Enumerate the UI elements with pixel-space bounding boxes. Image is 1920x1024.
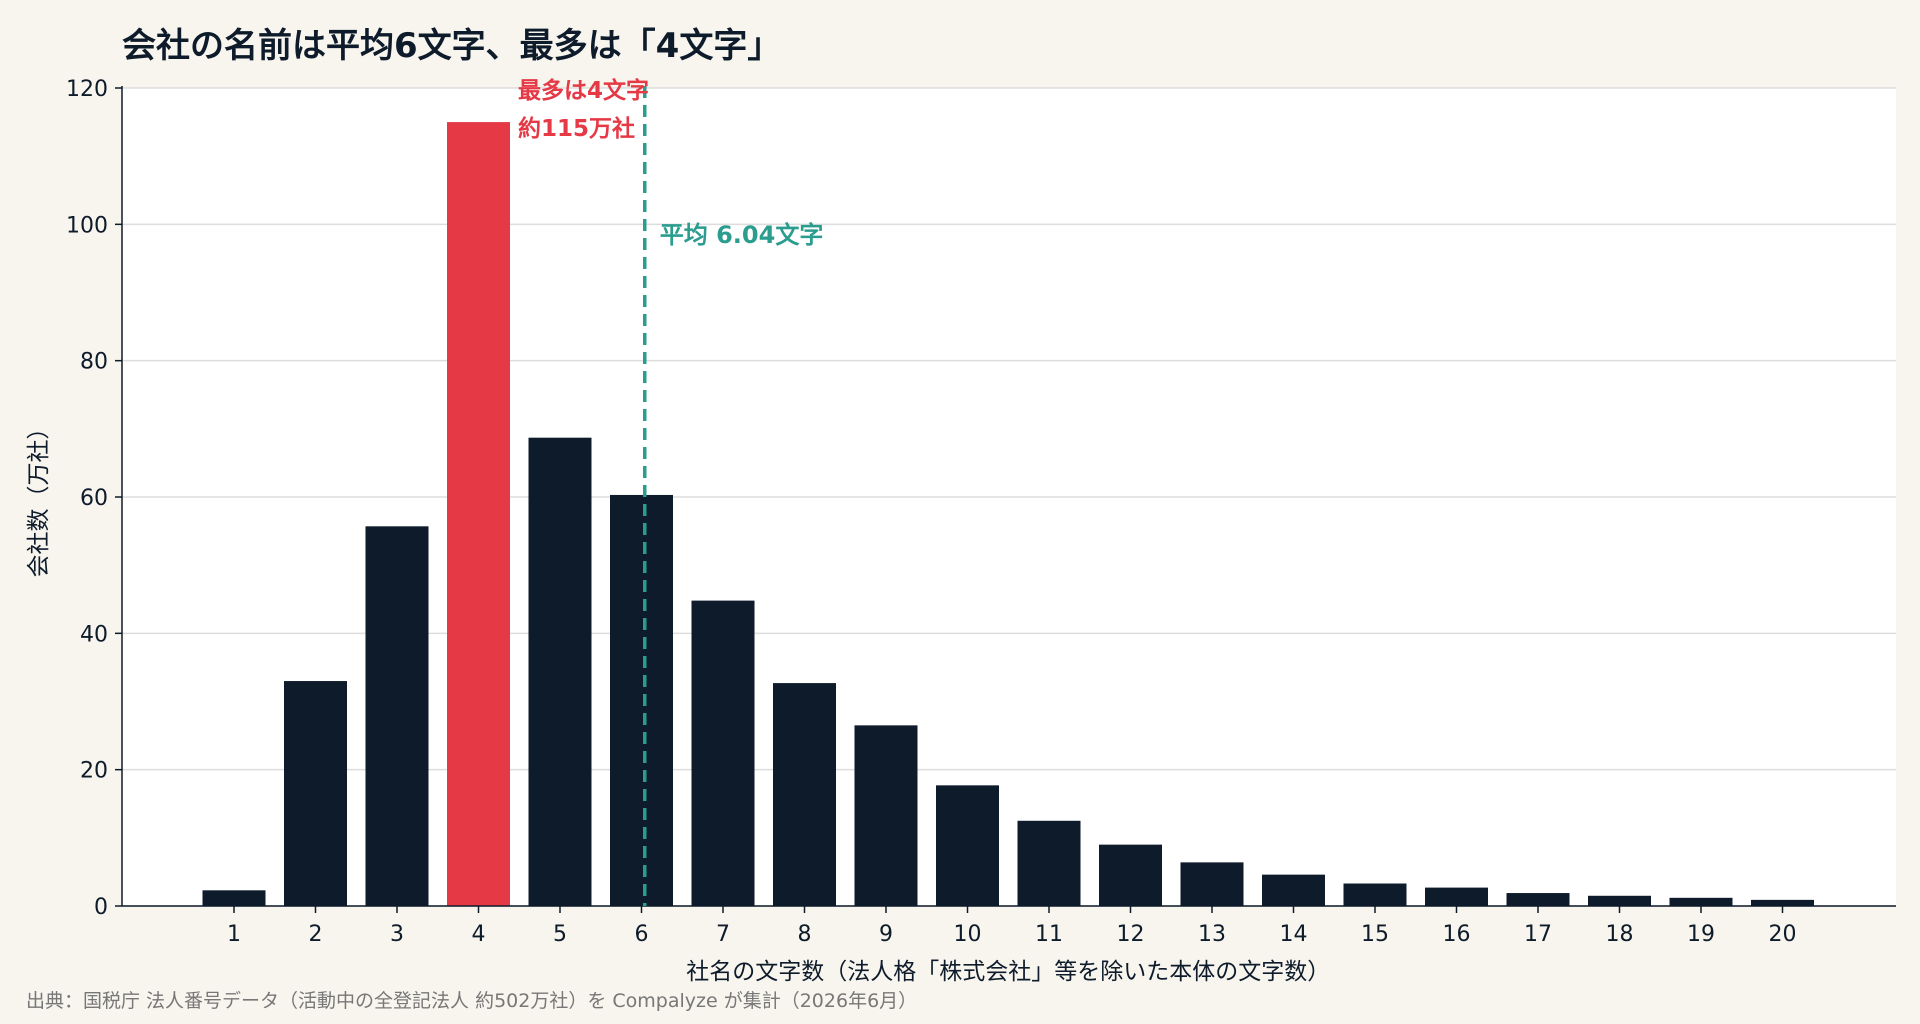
y-tick-label: 80	[80, 350, 108, 375]
x-tick-label: 2	[309, 922, 323, 947]
x-tick-label: 14	[1280, 922, 1308, 947]
mean-label: 平均 6.04文字	[660, 221, 824, 249]
bar	[936, 785, 999, 906]
bar	[610, 494, 673, 906]
bar	[1506, 893, 1570, 906]
x-tick-label: 1	[227, 922, 241, 947]
bar	[691, 600, 755, 906]
bar	[1751, 899, 1814, 906]
x-tick-label: 20	[1769, 922, 1797, 947]
x-tick-label: 6	[635, 922, 649, 947]
bar	[528, 437, 592, 906]
x-tick-label: 15	[1361, 922, 1389, 947]
bar	[773, 683, 836, 906]
x-tick-label: 16	[1443, 922, 1471, 947]
y-tick-labels: 0 20 40 60 80 100 120	[66, 77, 122, 920]
y-tick-label: 60	[80, 486, 108, 511]
x-axis-title: 社名の文字数（法人格「株式会社」等を除いた本体の文字数）	[686, 959, 1330, 985]
bar	[1425, 887, 1488, 906]
y-axis-title: 会社数（万社）	[26, 417, 52, 578]
bar	[1099, 844, 1162, 906]
x-tick-label: 11	[1035, 922, 1063, 947]
source-note: 出典：国税庁 法人番号データ（活動中の全登記法人 約502万社）を Compal…	[26, 990, 918, 1012]
x-tick-label: 4	[472, 922, 486, 947]
x-tick-label: 13	[1198, 922, 1226, 947]
y-tick-label: 0	[94, 895, 108, 920]
bar	[1588, 895, 1651, 906]
x-tick-labels: 1 2 3 4 5 6 7 8 9 10 11 12 13 14 15 16 17 18 19 20	[227, 906, 1797, 947]
bar-highlight	[447, 122, 510, 907]
y-tick-label: 40	[80, 622, 108, 647]
bar	[1017, 820, 1081, 906]
y-tick-label: 20	[80, 759, 108, 784]
bar	[1180, 862, 1244, 906]
y-tick-label: 100	[66, 213, 108, 238]
y-tick-label: 120	[66, 77, 108, 102]
bar	[854, 725, 918, 906]
x-tick-label: 12	[1117, 922, 1145, 947]
x-tick-label: 18	[1606, 922, 1634, 947]
x-tick-label: 3	[390, 922, 404, 947]
x-tick-label: 17	[1524, 922, 1552, 947]
x-tick-label: 5	[553, 922, 567, 947]
x-tick-label: 19	[1687, 922, 1715, 947]
bar	[284, 681, 347, 906]
bars	[202, 122, 1814, 907]
peak-label-line2: 約115万社	[518, 115, 635, 142]
x-tick-label: 7	[716, 922, 730, 947]
peak-label-line1: 最多は4文字	[518, 77, 649, 104]
bar	[1262, 874, 1325, 906]
bar	[1669, 897, 1733, 906]
chart-title: 会社の名前は平均6文字、最多は「4文字」	[122, 26, 782, 66]
x-tick-label: 9	[879, 922, 893, 947]
bar	[1343, 883, 1407, 906]
bar	[365, 526, 429, 906]
x-tick-label: 10	[954, 922, 982, 947]
bar	[202, 890, 266, 906]
x-tick-label: 8	[798, 922, 812, 947]
